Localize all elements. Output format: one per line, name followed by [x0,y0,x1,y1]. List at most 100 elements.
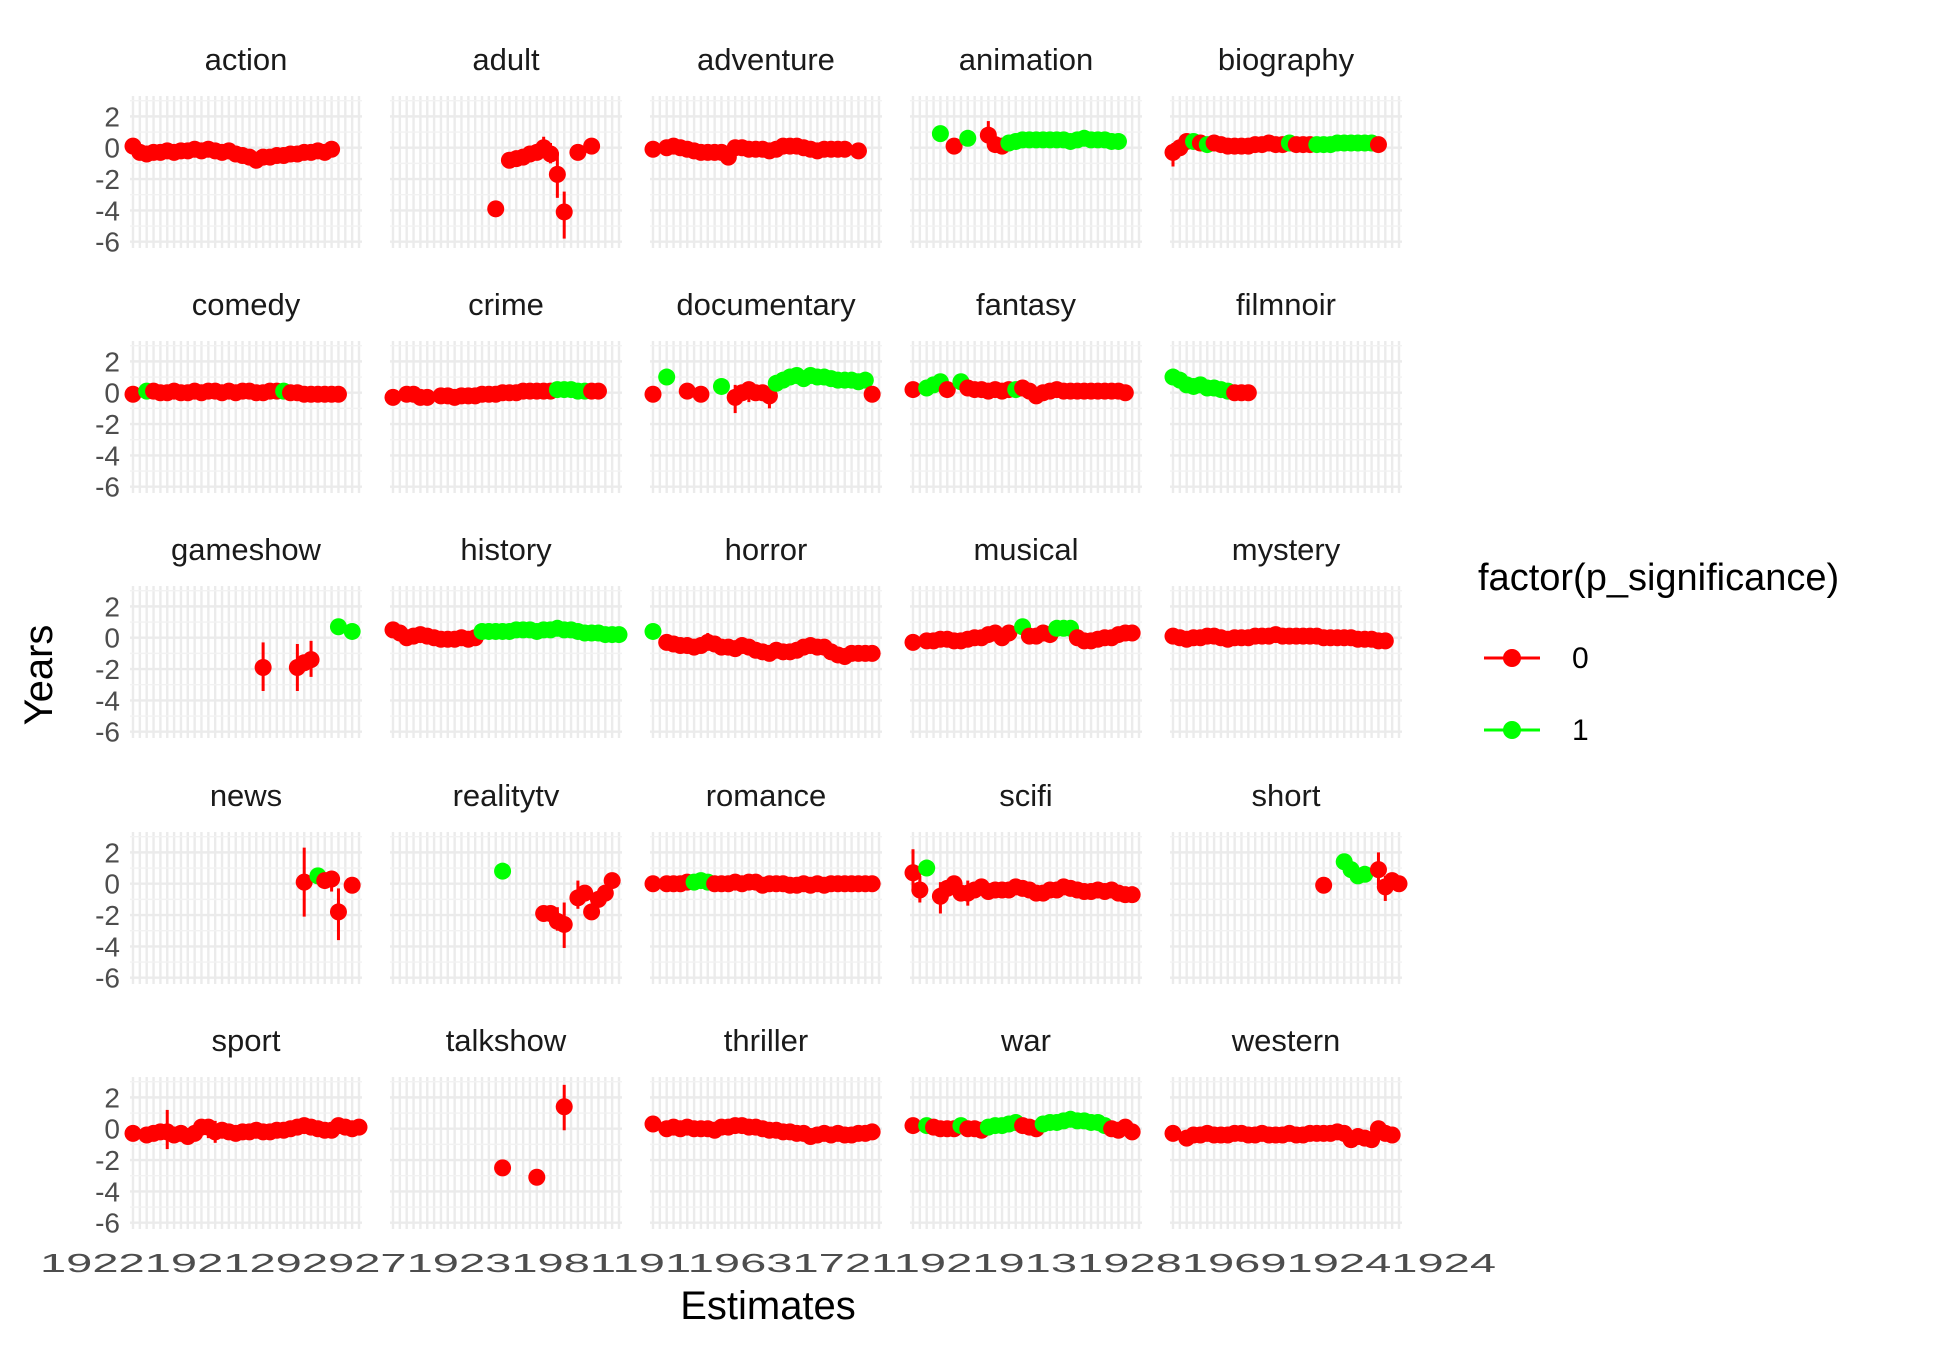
data-point [302,651,320,669]
data-point [918,859,936,877]
data-point [1369,136,1387,154]
y-tick-label: -4 [95,195,120,226]
data-point [329,618,347,636]
data-point [1315,876,1333,894]
data-point [610,626,628,644]
data-point [1383,1126,1401,1144]
data-point [904,864,922,882]
y-tick-label: 2 [104,591,120,622]
data-point [555,915,573,933]
data-point [692,385,710,403]
legend-key-1: 1 [1484,714,1589,747]
data-point [904,381,922,399]
data-point [487,200,505,218]
legend-key-0: 0 [1484,642,1589,675]
facet-title-thriller: thriller [724,1023,808,1058]
y-tick-label: -4 [95,440,120,471]
data-point [350,1118,368,1136]
y-tick-label: 0 [104,133,120,164]
facet-title-biography: biography [1218,42,1355,77]
data-point [938,381,956,399]
y-tick-label: 2 [104,101,120,132]
facet-title-fantasy: fantasy [976,287,1076,322]
facet-title-mystery: mystery [1232,532,1341,567]
data-point [343,876,361,894]
legend-title: factor(p_significance) [1478,557,1839,599]
y-tick-label: 2 [104,1082,120,1113]
data-point [712,377,730,395]
data-point [1369,861,1387,879]
y-tick-label: -6 [95,227,120,258]
facet-title-animation: animation [959,42,1093,77]
data-point [904,1117,922,1135]
data-point [1376,632,1394,650]
data-point [945,137,963,155]
y-axis-title: Years [17,625,61,726]
data-point [494,1159,512,1177]
facet-title-documentary: documentary [676,287,856,322]
data-point [1239,384,1257,402]
data-point [343,622,361,640]
data-point [323,140,341,158]
data-point [959,129,977,147]
data-point [254,658,272,676]
data-point [863,1123,881,1141]
y-tick-label: 0 [104,1114,120,1145]
y-tick-label: -4 [95,685,120,716]
facet-title-comedy: comedy [192,287,301,322]
data-point [542,145,560,163]
data-point [760,387,778,405]
data-point [1390,875,1408,893]
facet-title-musical: musical [973,532,1078,567]
legend-key-1-point [1503,721,1521,739]
data-point [863,385,881,403]
y-tick-label: 0 [104,623,120,654]
data-point [1109,132,1127,150]
facet-title-scifi: scifi [999,778,1052,813]
data-point [644,622,662,640]
facet-title-adventure: adventure [697,42,835,77]
facet-title-history: history [460,532,552,567]
y-tick-label: -2 [95,900,120,931]
data-point [644,385,662,403]
data-point [548,165,566,183]
facet-title-romance: romance [706,778,827,813]
data-point [856,371,874,389]
legend: factor(p_significance) 0 1 [1478,557,1839,747]
x-axis-title: Estimates [680,1284,856,1328]
data-point [555,1098,573,1116]
y-tick-label: -6 [95,472,120,503]
facet-title-filmnoir: filmnoir [1236,287,1336,322]
data-point [849,142,867,160]
data-point [904,633,922,651]
data-point [589,382,607,400]
data-point [678,382,696,400]
data-point [418,388,436,406]
data-point [1000,624,1018,642]
facet-title-war: war [1000,1023,1051,1058]
y-tick-label: 2 [104,346,120,377]
facet-title-realitytv: realitytv [453,778,560,813]
y-tick-label: -6 [95,963,120,994]
y-tick-label: 0 [104,869,120,900]
data-point [1123,624,1141,642]
data-point [576,884,594,902]
legend-key-0-point [1503,649,1521,667]
data-point [1123,886,1141,904]
facet-title-news: news [210,778,282,813]
data-point [836,140,854,158]
facet-title-crime: crime [468,287,544,322]
y-tick-label: 0 [104,378,120,409]
y-tick-label: -4 [95,931,120,962]
facet-title-western: western [1231,1023,1341,1058]
data-point [329,903,347,921]
legend-label-1: 1 [1572,714,1589,747]
data-point [555,203,573,221]
data-point [658,368,676,386]
y-tick-label: -6 [95,1208,120,1239]
data-point [931,125,949,143]
facet-title-action: action [205,42,288,77]
data-point [863,875,881,893]
